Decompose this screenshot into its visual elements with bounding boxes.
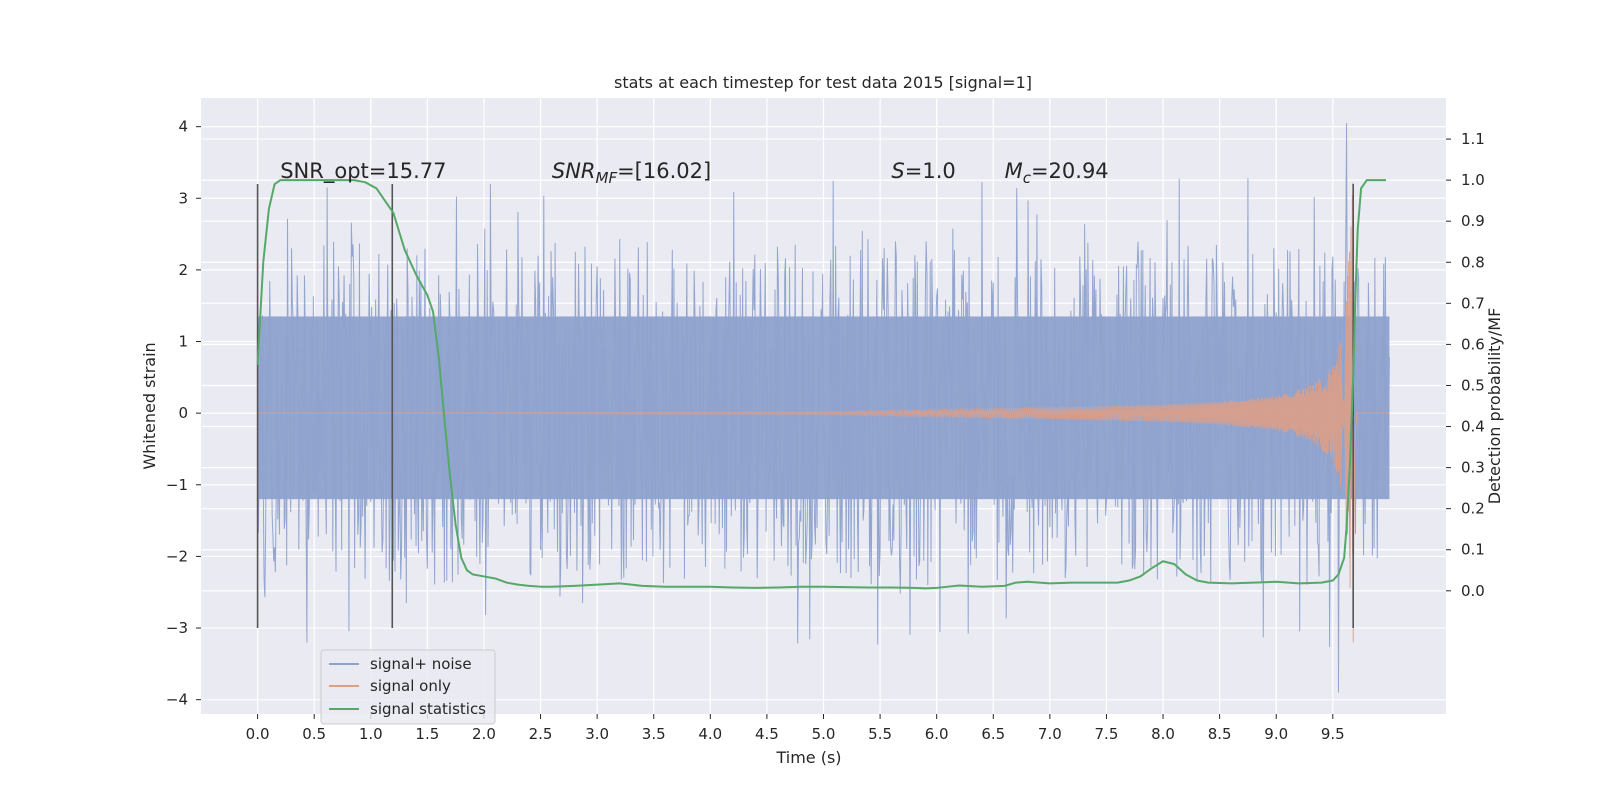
y-tick-label: 4: [178, 118, 188, 136]
y-tick-label: −1: [166, 476, 188, 494]
annotation-snr-mf: SNRMF=[16.02]: [552, 159, 711, 187]
y-right-tick-label: 1.1: [1461, 130, 1485, 148]
x-tick-label: 7.5: [1095, 725, 1119, 743]
x-tick-label: 8.0: [1151, 725, 1175, 743]
y-right-tick-label: 0.3: [1461, 459, 1485, 477]
y-tick-label: 3: [178, 189, 188, 207]
x-tick-label: 3.5: [642, 725, 666, 743]
legend-box: [320, 649, 496, 725]
signal-only-series: [257, 182, 1390, 643]
y-axis-left: −4 −3 −2 −1 0 1 2 3 4: [166, 118, 201, 709]
y-right-tick-label: 0.1: [1461, 541, 1485, 559]
legend-label-signal-statistics: signal statistics: [370, 700, 486, 718]
annotation-mc: Mc=20.94: [1005, 159, 1109, 187]
x-tick-label: 5.0: [812, 725, 836, 743]
legend-label-signal-only: signal only: [370, 677, 451, 695]
x-tick-label: 9.0: [1264, 725, 1288, 743]
x-axis-label: Time (s): [775, 748, 841, 767]
y-right-tick-label: 0.8: [1461, 253, 1485, 271]
y-tick-label: 2: [178, 261, 188, 279]
x-tick-label: 4.0: [698, 725, 722, 743]
y-tick-label: −4: [166, 691, 188, 709]
x-tick-label: 6.5: [981, 725, 1005, 743]
x-tick-label: 1.5: [415, 725, 439, 743]
y-right-tick-label: 0.0: [1461, 582, 1485, 600]
y-right-tick-label: 0.6: [1461, 335, 1485, 353]
legend-label-signal-plus-noise: signal+ noise: [370, 655, 472, 673]
x-tick-label: 0.0: [246, 725, 270, 743]
x-tick-label: 2.0: [472, 725, 496, 743]
x-tick-label: 8.5: [1208, 725, 1232, 743]
chart-title: stats at each timestep for test data 201…: [614, 73, 1032, 92]
y-axis-right-label: Detection probability/MF: [1485, 308, 1504, 505]
y-right-tick-label: 0.9: [1461, 212, 1485, 230]
signal-only-line: [257, 182, 1390, 643]
y-right-tick-label: 1.0: [1461, 171, 1485, 189]
signal-statistics-line: [256, 179, 1387, 590]
y-right-tick-label: 0.7: [1461, 294, 1485, 312]
annotation-snr-opt: SNR_opt=15.77: [280, 159, 446, 184]
y-tick-label: 1: [178, 333, 188, 351]
x-tick-label: 4.5: [755, 725, 779, 743]
x-tick-label: 9.5: [1321, 725, 1345, 743]
x-tick-label: 1.0: [359, 725, 383, 743]
legend: signal+ noise signal only signal statist…: [320, 649, 496, 725]
y-axis-label: Whitened strain: [140, 342, 159, 469]
annotation-s: S=1.0: [891, 159, 955, 183]
x-tick-label: 0.5: [302, 725, 326, 743]
x-tick-label: 2.5: [529, 725, 553, 743]
x-tick-label: 6.0: [925, 725, 949, 743]
x-tick-label: 7.0: [1038, 725, 1062, 743]
y-right-tick-label: 0.5: [1461, 376, 1485, 394]
y-tick-label: 0: [178, 404, 188, 422]
x-tick-label: 3.0: [585, 725, 609, 743]
x-axis: 0.0 0.5 1.0 1.5 2.0 2.5 3.0 3.5 4.0 4.5 5.0 5.5 6.0 6…: [246, 714, 1345, 743]
y-tick-label: −3: [166, 619, 188, 637]
annotations: SNR_opt=15.77 SNRMF=[16.02] S=1.0 Mc=20.94: [280, 159, 1108, 187]
x-tick-label: 5.5: [868, 725, 892, 743]
vertical-markers: [256, 183, 1354, 629]
y-axis-right: 0.0 0.1 0.2 0.3 0.4 0.5 0.6 0.7 0.8 0.9 1.0 1.1: [1446, 130, 1485, 600]
y-tick-label: −2: [166, 547, 188, 565]
y-right-tick-label: 0.2: [1461, 500, 1485, 518]
y-right-tick-label: 0.4: [1461, 418, 1485, 436]
signal-statistics-series: [256, 179, 1387, 590]
